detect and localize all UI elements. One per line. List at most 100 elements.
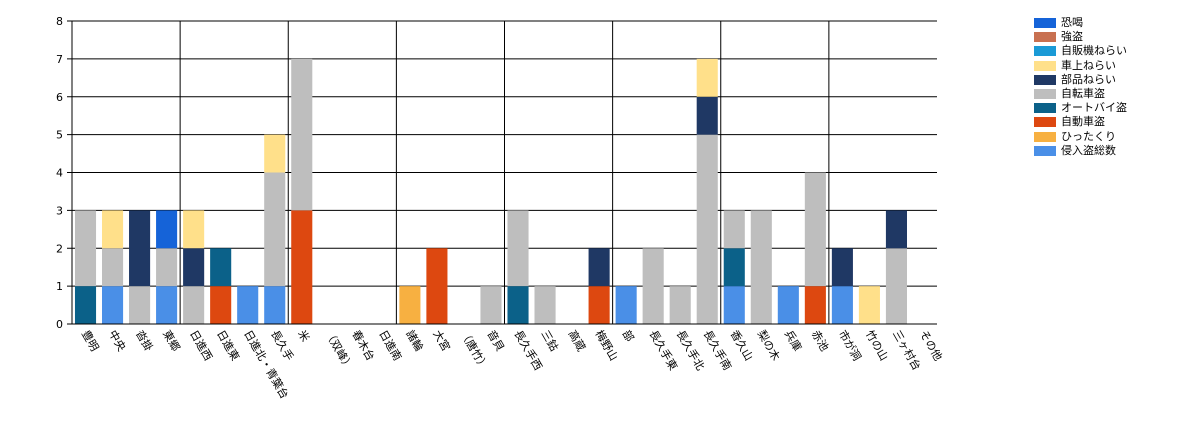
x-tick-label: 日進東 — [214, 328, 242, 363]
y-tick-label: 2 — [56, 242, 63, 255]
y-axis-tick-labels: 0 1 2 3 4 5 6 7 8 — [56, 15, 63, 331]
x-tick-label: 沓掛 — [133, 328, 156, 354]
y-tick-label: 3 — [56, 204, 63, 217]
legend-item: ひったくり — [1034, 130, 1127, 144]
legend-label: 部品ねらい — [1061, 72, 1116, 86]
legend-swatch — [1034, 46, 1056, 57]
y-tick-label: 5 — [56, 129, 63, 142]
bar-segment — [669, 286, 691, 324]
bar-segment — [210, 286, 232, 324]
x-tick-label: 部 — [620, 328, 638, 345]
legend-item: 車上ねらい — [1034, 59, 1127, 73]
y-tick-label: 4 — [56, 167, 63, 180]
x-tick-label: 三鈷 — [538, 328, 561, 354]
bar-segment — [804, 172, 826, 287]
x-axis-tick-labels: 豊明 中央 沓掛 東郷 日進西 日進東 日進北・青葉台長久手米（双峰）春木台 日進南 諸輪 大宮（… — [79, 328, 945, 402]
bar-segment — [102, 286, 124, 324]
x-tick-label: 中央 — [106, 328, 128, 354]
bar-segment — [291, 210, 313, 324]
bar-segment — [831, 286, 853, 324]
bar-segment — [831, 248, 853, 287]
legend-item: オートバイ盗 — [1034, 101, 1127, 115]
x-tick-label: 市が洞 — [836, 328, 865, 364]
bar-segment — [264, 172, 286, 287]
y-tick-label: 7 — [56, 53, 63, 66]
bar-segment — [156, 286, 178, 324]
bar-segment — [426, 248, 448, 324]
bar-series-group — [74, 58, 907, 324]
x-tick-label: 大宮 — [430, 328, 453, 354]
bar-segment — [74, 210, 97, 287]
legend-label: 強盗 — [1061, 30, 1083, 44]
bar-segment — [264, 134, 286, 173]
bar-segment — [156, 248, 178, 287]
x-tick-label: 春木台 — [349, 328, 378, 364]
x-tick-label: 香久山 — [728, 328, 756, 363]
bar-segment — [129, 286, 151, 324]
axes — [67, 20, 937, 325]
bar-segment — [183, 286, 205, 324]
legend-item: 自転車盗 — [1034, 87, 1127, 101]
bar-segment — [750, 210, 772, 324]
legend-label: 自動車盗 — [1061, 115, 1105, 129]
bar-segment — [291, 58, 313, 211]
legend-label: 車上ねらい — [1061, 58, 1116, 72]
bar-segment — [480, 286, 502, 324]
bar-segment — [858, 286, 880, 324]
x-tick-label: 日進南 — [376, 328, 404, 363]
bar-segment — [507, 210, 529, 287]
y-tick-label: 8 — [56, 15, 63, 28]
legend-swatch — [1034, 145, 1056, 156]
legend-label: 侵入盗総数 — [1061, 143, 1116, 157]
bar-segment — [102, 210, 124, 249]
legend-item: 部品ねらい — [1034, 73, 1127, 87]
x-tick-label: その他 — [917, 328, 945, 363]
bar-segment — [804, 286, 826, 324]
legend-swatch — [1034, 60, 1056, 71]
legend-swatch — [1034, 117, 1056, 128]
legend-swatch — [1034, 32, 1056, 43]
bar-segment — [183, 210, 205, 249]
legend-label: オートバイ盗 — [1061, 101, 1127, 115]
legend-item: 侵入盗総数 — [1034, 144, 1127, 158]
y-tick-label: 6 — [56, 91, 63, 104]
bar-segment — [696, 58, 718, 97]
x-tick-label: 日進西 — [187, 328, 215, 363]
bar-segment — [588, 286, 610, 324]
bar-segment — [615, 286, 637, 324]
bar-segment — [183, 248, 205, 287]
legend-label: 自販機ねらい — [1061, 44, 1127, 58]
y-tick-label: 0 — [56, 318, 63, 331]
legend-label: ひったくり — [1061, 129, 1116, 143]
x-tick-label: 長久手 — [268, 328, 297, 364]
bar-segment — [74, 286, 97, 324]
bar-segment — [723, 248, 745, 287]
y-tick-label: 1 — [56, 280, 63, 293]
bar-segment — [237, 286, 259, 324]
bar-segment — [696, 96, 718, 135]
legend-swatch — [1034, 74, 1056, 85]
legend-item: 自動車盗 — [1034, 115, 1127, 129]
bar-segment — [210, 248, 232, 287]
bar-segment — [507, 286, 529, 324]
legend-label: 恐喝 — [1061, 16, 1083, 30]
bar-segment — [156, 210, 178, 249]
legend-swatch — [1034, 131, 1056, 142]
x-tick-label: 梅野山 — [593, 328, 622, 364]
legend-label: 自転車盗 — [1061, 87, 1105, 101]
legend-swatch — [1034, 18, 1056, 29]
bar-segment — [642, 248, 664, 324]
bar-segment — [777, 286, 799, 324]
bar-segment — [588, 248, 610, 287]
bar-segment — [129, 210, 151, 287]
legend: 恐喝 強盗 自販機ねらい 車上ねらい 部品ねらい 自転車盗 オートバイ盗 自動車盗 ひったくり侵… — [1034, 16, 1127, 158]
bar-segment — [885, 210, 907, 249]
bar-segment — [696, 134, 718, 324]
legend-item: 恐喝 — [1034, 16, 1127, 30]
x-tick-label: 音貝 — [484, 328, 507, 354]
x-tick-label: 諸輪 — [403, 328, 426, 354]
bar-segment — [264, 286, 286, 324]
legend-item: 自販機ねらい — [1034, 44, 1127, 58]
x-tick-label: 竹の山 — [863, 328, 892, 364]
